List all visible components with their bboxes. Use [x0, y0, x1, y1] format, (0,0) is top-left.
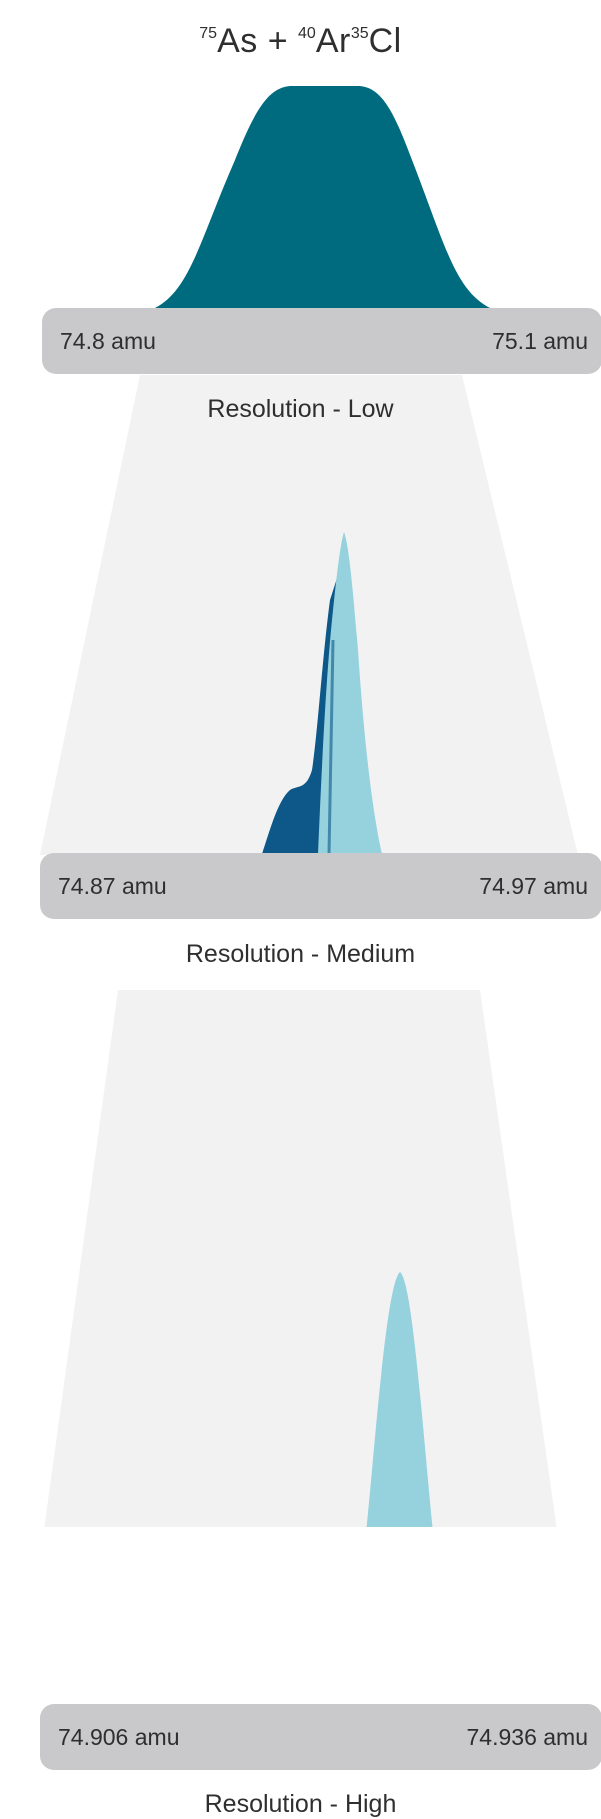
axis-high-min-label: 74.906 amu: [58, 1723, 180, 1750]
funnel-medium-to-high: [44, 990, 557, 1527]
low-resolution-combined-peak: [155, 86, 490, 308]
resolution-medium-label: Resolution - Medium: [185, 940, 416, 968]
axis-bar-low: 74.8 amu 75.1 amu: [42, 308, 601, 374]
resolution-diagram: [40, 86, 578, 1527]
axis-high-max-label: 74.936 amu: [466, 1723, 588, 1750]
arsenic-mass-number: 75: [199, 25, 218, 42]
argon-mass-number: 40: [298, 25, 316, 42]
axis-medium-max-label: 74.97 amu: [479, 872, 588, 899]
diagram-title: 75As + 40Ar35Cl: [0, 22, 601, 61]
high-arcl-peak: [366, 1272, 433, 1527]
funnel-low-to-medium: [40, 375, 578, 855]
plus-sign: +: [257, 22, 299, 60]
axis-low-max-label: 75.1 amu: [492, 327, 588, 354]
chlorine-mass-number: 35: [350, 25, 369, 42]
resolution-high-label: Resolution - High: [204, 1790, 397, 1818]
axis-bar-high: 74.906 amu 74.936 amu: [40, 1704, 601, 1770]
axis-low-min-label: 74.8 amu: [60, 327, 156, 354]
axis-medium-min-label: 74.87 amu: [58, 872, 167, 899]
resolution-low-label: Resolution - Low: [207, 395, 394, 423]
medium-peak-overlap-edge: [327, 639, 335, 855]
medium-as-peak: [262, 575, 338, 854]
axis-bar-medium: 74.87 amu 74.97 amu: [40, 853, 601, 919]
arsenic-symbol: As: [217, 22, 258, 60]
chlorine-symbol: Cl: [368, 22, 402, 60]
argon-symbol: Ar: [315, 22, 351, 60]
medium-arcl-peak: [318, 532, 382, 854]
